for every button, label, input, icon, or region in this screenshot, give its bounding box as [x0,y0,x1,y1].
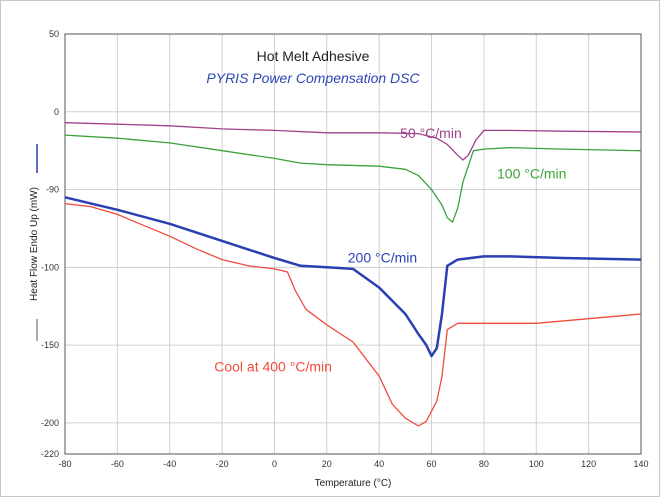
x-tick-label: 0 [272,459,277,469]
x-tick-label: 80 [479,459,489,469]
grid-lines [65,34,641,454]
y-tick-label: 50 [49,29,59,39]
y-axis-title: Heat Flow Endo Up (mW) [29,187,40,301]
x-tick-label: -80 [58,459,71,469]
series-label: 200 °C/min [348,250,417,266]
series-line [64,134,642,223]
x-tick-label: 120 [581,459,596,469]
series-lines [64,122,642,427]
x-tick-label: 140 [633,459,648,469]
y-tick-label: -90 [46,185,59,195]
x-tick-label: 60 [427,459,437,469]
series-line [64,122,642,161]
chart-subtitle: PYRIS Power Compensation DSC [206,70,420,86]
y-tick-label: -150 [41,340,59,350]
x-tick-label: 40 [374,459,384,469]
series-label: 50 °C/min [400,125,462,141]
x-tick-label: 20 [322,459,332,469]
y-tick-label: -100 [41,262,59,272]
y-tick-label: -220 [41,449,59,459]
chart-title: Hot Melt Adhesive [257,48,370,64]
y-tick-label: -200 [41,418,59,428]
x-tick-label: -40 [163,459,176,469]
tick-labels: -80 -60 -40 -20 0 20 40 60 80 100 120 140500-90-100… [41,29,649,469]
series-line [64,202,642,427]
series-labels: 50 °C/min 100 °C/min 200 °C/min Cool at 400… [214,125,566,374]
x-tick-label: -20 [216,459,229,469]
series-line [64,196,642,358]
series-label: 100 °C/min [497,166,566,182]
x-tick-label: 100 [529,459,544,469]
x-tick-label: -60 [111,459,124,469]
series-label: Cool at 400 °C/min [214,359,332,375]
y-tick-label: 0 [54,107,59,117]
x-axis-title: Temperature (°C) [315,478,392,489]
plot-area [64,33,642,455]
